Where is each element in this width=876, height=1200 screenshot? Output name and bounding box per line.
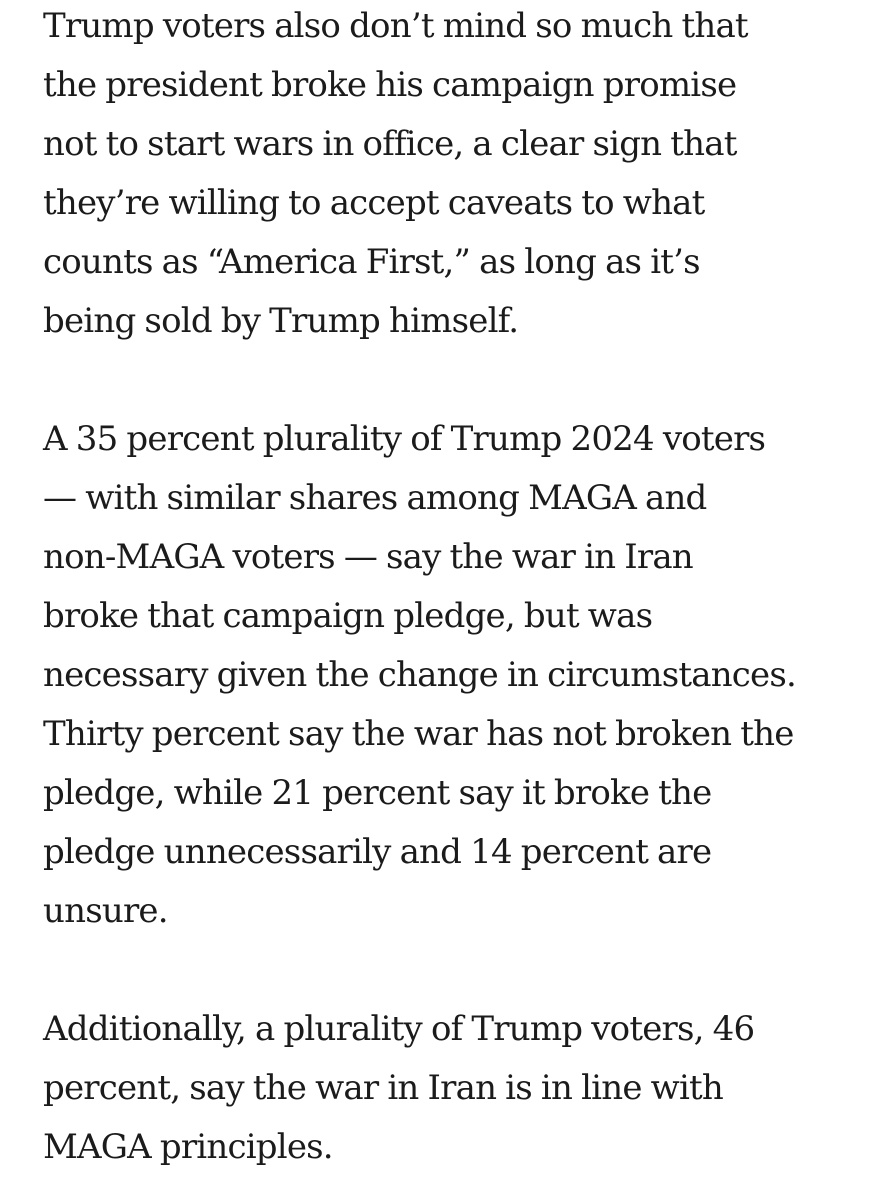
paragraph-line: Additionally, a plurality of Trump voter… — [43, 1009, 755, 1049]
paragraph-line: — with similar shares among MAGA and — [43, 478, 707, 518]
paragraph-line: Thirty percent say the war has not broke… — [43, 714, 794, 754]
paragraph-line: broke that campaign pledge, but was — [43, 596, 653, 636]
paragraph-line: not to start wars in office, a clear sig… — [43, 124, 737, 164]
paragraph-line: non-MAGA voters — say the war in Iran — [43, 537, 694, 577]
paragraph-line: Trump voters also don’t mind so much tha… — [43, 6, 749, 46]
paragraph-line: pledge, while 21 percent say it broke th… — [43, 773, 712, 813]
paragraph-line: MAGA principles. — [43, 1127, 334, 1167]
paragraph-line: they’re willing to accept caveats to wha… — [43, 183, 705, 223]
paragraph-3: Additionally, a plurality of Trump voter… — [43, 1000, 755, 1177]
paragraph-line: A 35 percent plurality of Trump 2024 vot… — [43, 419, 766, 459]
paragraph-line: the president broke his campaign promise — [43, 65, 737, 105]
paragraph-2: A 35 percent plurality of Trump 2024 vot… — [43, 410, 797, 941]
paragraph-line: unsure. — [43, 891, 169, 931]
paragraph-line: being sold by Trump himself. — [43, 301, 519, 341]
paragraph-line: necessary given the change in circumstan… — [43, 655, 797, 695]
paragraph-1: Trump voters also don’t mind so much tha… — [43, 0, 749, 351]
paragraph-line: counts as “America First,” as long as it… — [43, 242, 701, 282]
paragraph-line: pledge unnecessarily and 14 percent are — [43, 832, 712, 872]
paragraph-line: percent, say the war in Iran is in line … — [43, 1068, 724, 1108]
